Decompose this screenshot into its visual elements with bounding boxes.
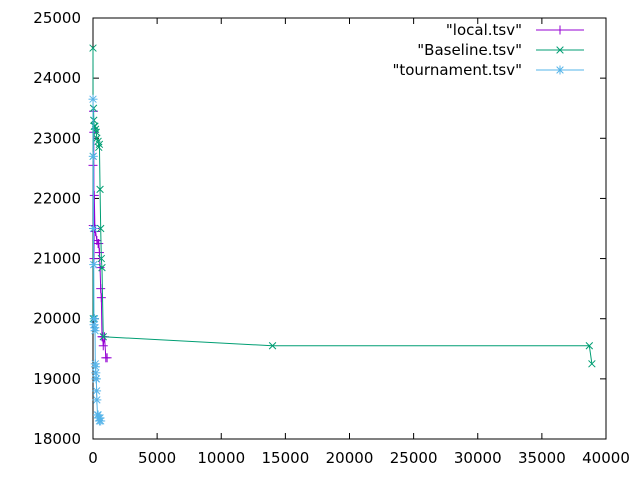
data-point-d2 [96,224,105,233]
data-point-d2 [588,360,596,368]
data-point-d2 [94,411,102,419]
data-point [95,143,103,152]
data-point [89,224,99,233]
data-point [96,293,106,303]
data-point [99,333,107,341]
y-tick-label: 19000 [33,370,81,388]
legend-label: "tournament.tsv" [392,61,522,79]
data-point-d2 [90,321,98,329]
data-point [585,342,594,350]
y-tick-label: 24000 [33,69,81,87]
data-point-d2 [96,185,104,194]
data-point [94,239,104,249]
x-tick-label: 0 [88,449,98,467]
data-point [92,386,102,396]
data-point-d2 [89,44,97,52]
axes: 0 5000 10000 15000 20000 25000 30000 35000 40000… [33,9,630,467]
data-point-d2 [93,134,101,143]
x-tick-label: 15000 [262,449,310,467]
data-point-d2 [95,143,103,152]
y-tick-label: 21000 [33,250,81,268]
data-point [96,224,105,233]
data-point-d2 [96,414,104,422]
x-tick-label: 35000 [518,449,566,467]
x-tick-label: 20000 [326,449,374,467]
data-point-d2 [92,369,100,377]
plot-frame [92,17,607,440]
data-point [89,190,99,200]
series-layer [88,44,596,426]
legend-label: "Baseline.tsv" [417,41,522,59]
data-point [102,353,112,363]
data-point [96,284,106,294]
x-tick-label: 40000 [582,449,630,467]
legend-label: "local.tsv" [446,21,522,39]
data-point [89,260,99,270]
data-point [96,185,104,194]
data-point [92,395,102,405]
data-point [90,314,100,324]
data-point-d2 [92,375,101,383]
y-tick-label: 20000 [33,310,81,328]
data-point [97,254,106,263]
data-point-d2 [89,152,97,161]
data-point [268,342,277,350]
data-point-d2 [98,263,106,272]
y-tick-label: 18000 [33,430,81,448]
series-1 [89,44,596,368]
data-point-d2 [94,137,102,146]
data-point-d2 [97,254,106,263]
legend-marker-d2 [556,66,564,74]
data-point [90,326,100,336]
data-point [96,416,106,426]
legend-marker [556,46,564,54]
y-tick-label: 25000 [33,9,81,27]
data-point-d2 [268,342,277,350]
legend-marker [555,25,565,35]
data-point [88,151,98,161]
data-point-d2 [99,333,107,341]
y-tick-label: 23000 [33,129,81,147]
series-line [92,48,593,364]
x-tick-label: 10000 [197,449,245,467]
data-point-d2 [89,224,98,233]
data-point-d2 [93,396,101,404]
data-point-d2 [90,314,99,323]
data-point-d2 [90,260,98,269]
data-point [92,128,100,136]
data-point-d2 [92,128,100,136]
data-point [90,116,98,124]
legend-marker [555,65,565,75]
x-tick-label: 25000 [390,449,438,467]
data-point-d2 [96,417,105,425]
data-point-d2 [89,95,97,103]
x-tick-label: 30000 [454,449,502,467]
data-point [94,248,104,258]
data-point [89,44,97,52]
data-point [88,94,98,104]
data-point-d2 [91,327,99,335]
data-point [588,360,596,368]
y-tick-label: 22000 [33,189,81,207]
data-point-d2 [95,140,104,149]
data-point-d2 [585,342,594,350]
data-point [98,341,108,351]
data-point-d2 [91,363,100,371]
data-point-d2 [92,387,101,395]
legend-marker-d2 [556,46,564,54]
data-point [98,263,106,272]
data-point [91,374,101,384]
series-2 [88,94,106,426]
data-point-d2 [90,116,98,124]
data-point [95,140,104,149]
x-tick-label: 5000 [138,449,176,467]
legend: "local.tsv" "Baseline.tsv" "tournament.tsv… [392,21,584,79]
